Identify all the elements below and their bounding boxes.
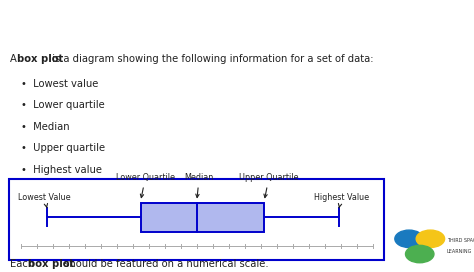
Text: •  Lower quartile: • Lower quartile [21,100,105,110]
Text: Box plot: Box plot [10,16,94,35]
Text: A: A [10,54,20,64]
Text: box plot: box plot [28,259,75,269]
Text: Lower Quartile: Lower Quartile [116,173,175,198]
Text: Upper Quartile: Upper Quartile [239,173,299,198]
Text: •  Median: • Median [21,122,70,132]
Circle shape [395,230,423,248]
Text: box plot: box plot [17,54,64,64]
Text: Median: Median [184,173,214,197]
Text: •  Lowest value: • Lowest value [21,79,99,89]
Text: should be featured on a numerical scale.: should be featured on a numerical scale. [61,259,268,269]
Text: •  Upper quartile: • Upper quartile [21,143,105,153]
Bar [9,180,384,259]
Text: Each: Each [10,259,38,269]
Bar [140,203,264,231]
Text: Lowest Value: Lowest Value [18,193,71,208]
Text: •  Highest value: • Highest value [21,165,102,175]
Text: LEARNING: LEARNING [447,249,472,254]
Circle shape [416,230,445,248]
Circle shape [405,245,434,263]
Text: is a diagram showing the following information for a set of data:: is a diagram showing the following infor… [49,54,374,64]
Text: THIRD SPACE: THIRD SPACE [447,239,474,243]
Text: Highest Value: Highest Value [314,193,369,208]
